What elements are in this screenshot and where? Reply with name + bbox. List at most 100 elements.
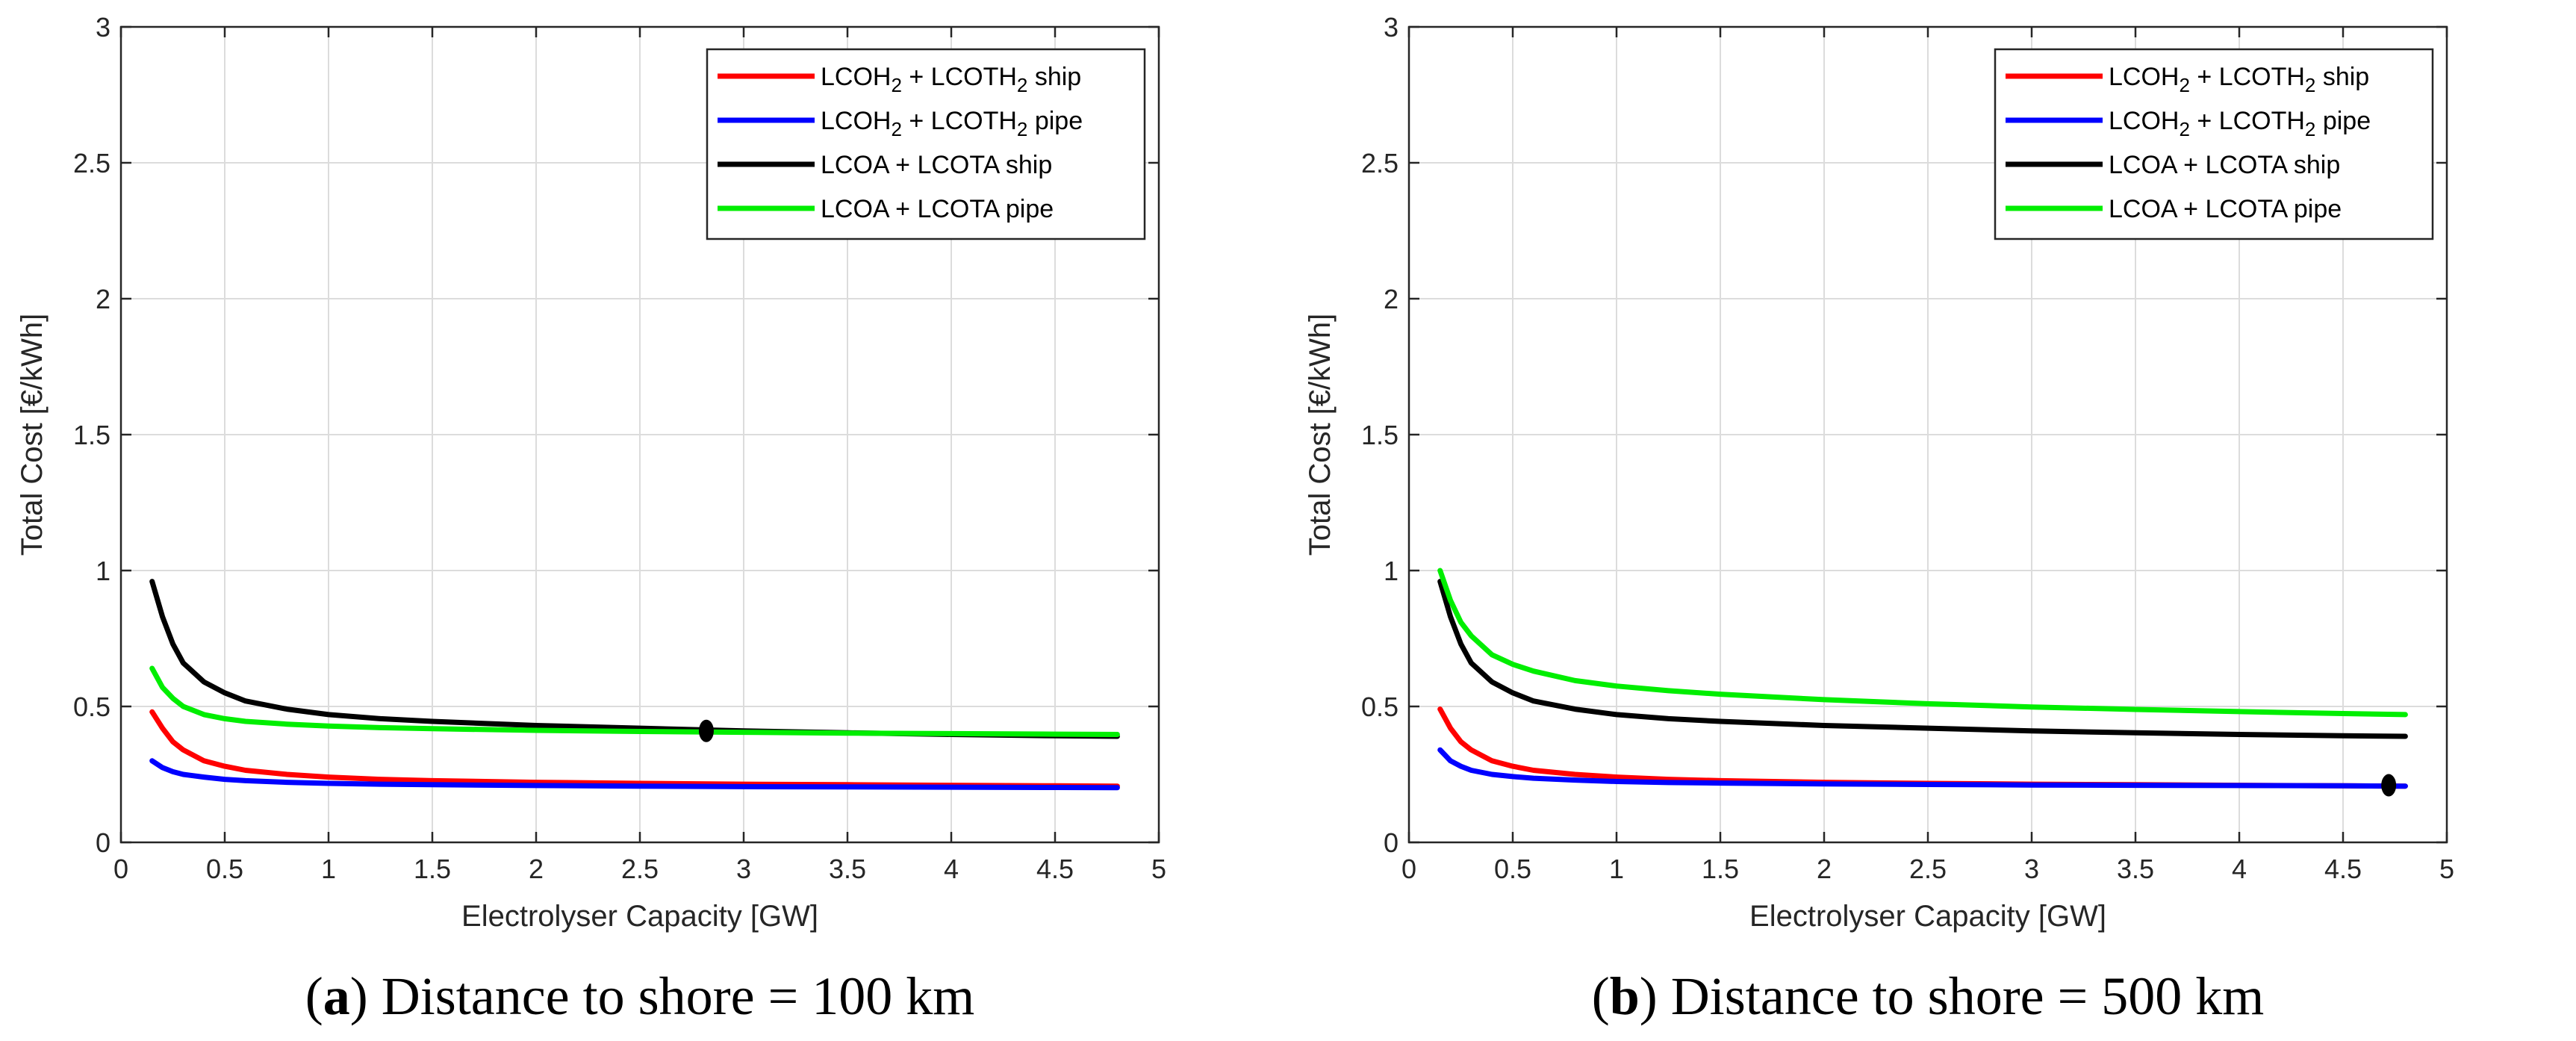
figure-caption: (b) Distance to shore = 500 km (1592, 966, 2264, 1026)
y-tick-label: 0 (96, 827, 111, 858)
y-tick-label: 2.5 (1361, 148, 1399, 178)
y-axis-label: Total Cost [€/kWh] (1304, 314, 1337, 556)
x-tick-label: 1.5 (414, 854, 451, 884)
legend-label-part: LCOH (2109, 63, 2179, 91)
legend-entry-0: LCOH2 + LCOTH2 ship (718, 63, 1081, 96)
y-tick-label: 2 (96, 284, 111, 314)
y-tick-label: 2.5 (73, 148, 111, 178)
chart-a: 0 0.5 1 1.5 2 2.5 3 3.5 4 4.5 5 0 0.5 1 1.5 2 2.5 3 Electr… (16, 12, 1166, 1026)
x-tick-label: 3.5 (829, 854, 866, 884)
legend-label-part: + LCOTH (902, 107, 1017, 135)
legend-entry-0: LCOH2 + LCOTH2 ship (2006, 63, 2369, 96)
y-tick-label: 3 (1384, 12, 1399, 43)
y-tick-label: 0 (1384, 827, 1399, 858)
x-tick-label: 0.5 (1494, 854, 1531, 884)
x-tick-label: 4 (944, 854, 959, 884)
legend-entry-1: LCOH2 + LCOTH2 pipe (2006, 107, 2371, 140)
x-tick-label: 4.5 (2324, 854, 2362, 884)
legend-label-part: pipe (1027, 107, 1083, 135)
legend-entry-2: LCOA + LCOTA ship (2006, 151, 2340, 179)
legend-label-3: LCOA + LCOTA pipe (821, 195, 1054, 223)
legend-entry-3: LCOA + LCOTA pipe (718, 195, 1054, 223)
legend-label-part: ship (1027, 63, 1081, 91)
legend-label-part: LCOH (821, 63, 891, 91)
x-tick-label: 3 (736, 854, 751, 884)
x-tick-label: 0 (1401, 854, 1416, 884)
x-tick-label: 0.5 (206, 854, 243, 884)
series-group (1437, 568, 2408, 789)
caption-text: ) Distance to shore = 500 km (1640, 966, 2264, 1026)
caption-open: ( (305, 966, 323, 1026)
x-tick-label: 5 (2439, 854, 2454, 884)
legend-label-part: LCOH (2109, 107, 2179, 135)
legend-label-part: + LCOTH (902, 63, 1017, 91)
legend-label-3: LCOA + LCOTA pipe (2109, 195, 2342, 223)
y-axis-label: Total Cost [€/kWh] (16, 314, 49, 556)
legend-label-part: 2 (2179, 118, 2189, 140)
legend-label-2: LCOA + LCOTA ship (2109, 151, 2340, 179)
y-tick-label: 3 (96, 12, 111, 43)
legend-entry-2: LCOA + LCOTA ship (718, 151, 1052, 179)
legend-label-part: 2 (1017, 74, 1027, 96)
x-tick-label: 4.5 (1036, 854, 1074, 884)
tick-group: 0 0.5 1 1.5 2 2.5 3 3.5 4 4.5 5 0 0.5 1 1.5 2 2.5 3 (1361, 12, 2454, 884)
x-axis-label: Electrolyser Capacity [GW] (461, 900, 818, 933)
legend-label-part: 2 (2305, 118, 2315, 140)
legend-label-part: LCOA + LCOTA pipe (2109, 195, 2342, 223)
caption-letter: a (323, 966, 350, 1026)
chart-b: 0 0.5 1 1.5 2 2.5 3 3.5 4 4.5 5 0 0.5 1 1.5 2 2.5 3 Electr… (1304, 12, 2454, 1026)
caption-text: ) Distance to shore = 100 km (350, 966, 974, 1026)
x-tick-label: 4 (2232, 854, 2247, 884)
y-tick-label: 1 (96, 556, 111, 586)
legend-label-0: LCOH2 + LCOTH2 ship (2109, 63, 2369, 96)
x-tick-label: 2.5 (621, 854, 659, 884)
legend-label-1: LCOH2 + LCOTH2 pipe (2109, 107, 2371, 140)
legend-entry-3: LCOA + LCOTA pipe (2006, 195, 2342, 223)
legend-label-part: ship (2315, 63, 2369, 91)
legend-label-part: LCOA + LCOTA ship (821, 151, 1052, 179)
legend-label-part: LCOA + LCOTA pipe (821, 195, 1054, 223)
x-tick-label: 2 (529, 854, 544, 884)
series-line-2 (1437, 579, 2408, 739)
highlight-marker (698, 719, 714, 742)
series-line-1 (1437, 747, 2408, 789)
legend-label-part: + LCOTH (2190, 107, 2305, 135)
legend-label-part: LCOH (821, 107, 891, 135)
series-line-3 (149, 665, 1120, 737)
legend-label-part: 2 (2179, 74, 2189, 96)
legend-label-part: 2 (1017, 118, 1027, 140)
legend-label-1: LCOH2 + LCOTH2 pipe (821, 107, 1083, 140)
highlight-marker (2381, 774, 2397, 797)
tick-group: 0 0.5 1 1.5 2 2.5 3 3.5 4 4.5 5 0 0.5 1 1.5 2 2.5 3 (73, 12, 1166, 884)
y-tick-label: 1.5 (1361, 420, 1399, 450)
x-tick-label: 1 (321, 854, 336, 884)
legend-label-part: 2 (891, 118, 901, 140)
x-tick-label: 1 (1609, 854, 1624, 884)
x-tick-label: 3 (2024, 854, 2039, 884)
x-axis-label: Electrolyser Capacity [GW] (1749, 900, 2106, 933)
y-tick-label: 0.5 (73, 692, 111, 722)
legend-label-0: LCOH2 + LCOTH2 ship (821, 63, 1081, 96)
series-line-3 (1437, 568, 2408, 718)
figure-caption: (a) Distance to shore = 100 km (305, 966, 974, 1026)
x-tick-label: 1.5 (1702, 854, 1739, 884)
caption-open: ( (1592, 966, 1610, 1026)
y-tick-label: 2 (1384, 284, 1399, 314)
legend-label-part: 2 (891, 74, 901, 96)
x-tick-label: 3.5 (2117, 854, 2154, 884)
series-line-1 (149, 758, 1120, 791)
x-tick-label: 2.5 (1909, 854, 1947, 884)
series-group (149, 579, 1120, 791)
y-tick-label: 1 (1384, 556, 1399, 586)
y-tick-label: 1.5 (73, 420, 111, 450)
legend-label-part: 2 (2305, 74, 2315, 96)
x-tick-label: 2 (1817, 854, 1832, 884)
legend-label-part: pipe (2315, 107, 2371, 135)
caption-letter: b (1610, 966, 1640, 1026)
y-tick-label: 0.5 (1361, 692, 1399, 722)
x-tick-label: 0 (113, 854, 128, 884)
legend-label-part: LCOA + LCOTA ship (2109, 151, 2340, 179)
legend-label-2: LCOA + LCOTA ship (821, 151, 1052, 179)
